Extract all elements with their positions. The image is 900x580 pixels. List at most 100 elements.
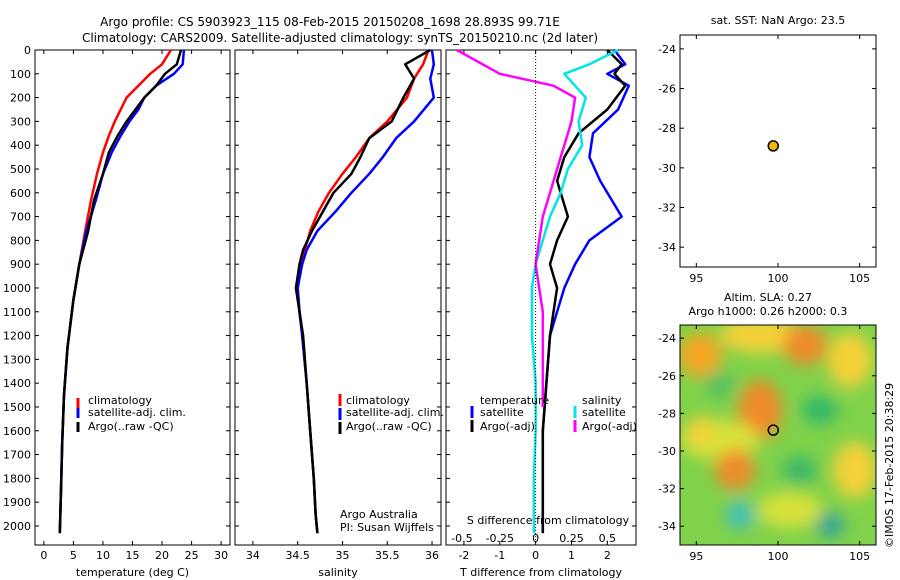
difference-x2-label: S difference from climatology <box>467 514 630 527</box>
sla-map-title2: Argo h1000: 0.26 h2000: 0.3 <box>689 305 848 318</box>
y-tick-label: 1600 <box>3 425 31 438</box>
y-tick-label: 800 <box>10 234 31 247</box>
y-tick-label: 900 <box>10 258 31 271</box>
temperature-panel: 0 5 10 15 20 25 300100200300400500600700800900… <box>3 44 231 579</box>
y-tick-label: 1400 <box>3 377 31 390</box>
x-tick-label: 15 <box>126 549 140 562</box>
series-line-satellite-adj--clim- <box>296 49 436 534</box>
legend-title-salinity: salinity <box>582 394 622 407</box>
header-line1: Argo profile: CS 5903923_115 08-Feb-2015… <box>100 15 560 29</box>
y-tick-label: 600 <box>10 187 31 200</box>
x-tick-label: 100 <box>768 550 789 563</box>
legend-label-s-satellite: satellite <box>582 406 626 419</box>
y-tick-label: -34 <box>658 241 676 254</box>
y-tick-label: -24 <box>658 332 676 345</box>
y-tick-label: 200 <box>10 92 31 105</box>
legend-label-s-argo: Argo(-adj) <box>582 420 637 433</box>
y-tick-label: -30 <box>658 162 676 175</box>
x-tick-label: 35 <box>335 549 349 562</box>
y-tick-label: 1500 <box>3 401 31 414</box>
y-tick-label: -32 <box>658 483 676 496</box>
series-line-argo--adj- <box>456 48 577 407</box>
y-tick-label: 2000 <box>3 520 31 533</box>
series-line-argo---raw--qc- <box>294 48 431 534</box>
x2-tick-label: -0.25 <box>486 532 514 545</box>
y-tick-label: 1000 <box>3 282 31 295</box>
sst-map-panel: 95 100 105 -24 -26 -28 -30 -32 -34 <box>658 34 877 285</box>
y-tick-label: 700 <box>10 211 31 224</box>
legend-label-t-argo: Argo(-adj) <box>480 420 535 433</box>
x-tick-label: 100 <box>768 272 789 285</box>
y-tick-label: -34 <box>658 520 676 533</box>
x-tick-label: 105 <box>849 550 870 563</box>
sla-map-title1: Altim. SLA: 0.27 <box>724 291 812 304</box>
plot-frame <box>234 49 442 546</box>
x-tick-label: 35.5 <box>375 549 400 562</box>
x-tick-label: 5 <box>70 549 77 562</box>
y-tick-label: 300 <box>10 115 31 128</box>
y-tick-label: -28 <box>658 122 676 135</box>
y-tick-label: -26 <box>658 370 676 383</box>
x-tick-label: 34 <box>246 549 260 562</box>
x-tick-label: 10 <box>96 549 110 562</box>
y-tick-label: 0 <box>24 44 31 57</box>
y-tick-label: -24 <box>658 43 676 56</box>
difference-panel: -2 -1 0 1 2 T difference from climatology -0.5… <box>445 48 637 579</box>
x2-tick-label: 0.5 <box>599 532 617 545</box>
series-line-argo--adj- <box>541 49 627 534</box>
y-tick-label: 1700 <box>3 449 31 462</box>
x-tick-label: 34.5 <box>285 549 310 562</box>
x-tick-label: 105 <box>849 272 870 285</box>
y-tick-label: 500 <box>10 163 31 176</box>
y-tick-label: 1300 <box>3 353 31 366</box>
salinity-legend: climatology satellite-adj. clim. Argo(..… <box>338 394 444 434</box>
x-tick-label: 30 <box>214 549 228 562</box>
x-tick-label: 36 <box>425 549 439 562</box>
y-tick-label: 1200 <box>3 330 31 343</box>
sst-map-title: sat. SST: NaN Argo: 23.5 <box>711 14 845 27</box>
sla-heatmap <box>680 325 876 545</box>
x-tick-label: -2 <box>458 549 469 562</box>
difference-legend: temperature satellite Argo(-adj) salinit… <box>470 394 637 433</box>
x-axis-label: salinity <box>318 566 358 579</box>
x-axis-label: temperature (deg C) <box>76 566 189 579</box>
series-line-satellite <box>530 48 619 534</box>
x-tick-label: 0 <box>40 549 47 562</box>
plot-frame <box>445 49 637 546</box>
y-tick-label: -26 <box>658 83 676 96</box>
x-tick-label: 95 <box>689 272 703 285</box>
float-position-marker <box>767 140 780 152</box>
x-tick-label: 2 <box>604 549 611 562</box>
salinity-panel: 34 34.5 35 35.5 36 salinity <box>234 48 442 579</box>
legend-label-satellite: satellite-adj. clim. <box>346 406 444 419</box>
x-tick-label: 20 <box>155 549 169 562</box>
legend-label-argo: Argo(..raw -QC) <box>88 420 174 433</box>
x-tick-label: 0 <box>532 549 539 562</box>
legend-label-satellite: satellite-adj. clim. <box>88 406 186 419</box>
sla-map-panel: 95 100 105 -24 -26 -28 -30 -32 -34 <box>658 324 877 563</box>
series-line-climatology <box>296 49 430 534</box>
temperature-legend: climatology satellite-adj. clim. Argo(..… <box>76 394 186 433</box>
legend-title-temperature: temperature <box>480 394 549 407</box>
legend-label-argo: Argo(..raw -QC) <box>346 420 432 433</box>
y-tick-label: 1800 <box>3 472 31 485</box>
map-frame <box>679 34 877 268</box>
y-tick-label: 100 <box>10 68 31 81</box>
annotation-argo-australia: Argo Australia <box>340 508 418 521</box>
y-tick-label: 400 <box>10 139 31 152</box>
x2-tick-label: 0 <box>532 532 539 545</box>
annotation-pi: PI: Susan Wijffels <box>340 521 434 534</box>
x2-tick-label: -0.5 <box>451 532 472 545</box>
x2-tick-label: 0.25 <box>559 532 584 545</box>
legend-label-climatology: climatology <box>88 394 152 407</box>
series-line-argo---raw--qc- <box>58 49 183 534</box>
header-line2: Climatology: CARS2009. Satellite-adjuste… <box>82 31 598 45</box>
series-line-satellite-adj--clim- <box>58 49 186 534</box>
y-tick-label: -28 <box>658 407 676 420</box>
series-line-climatology <box>58 49 172 534</box>
y-tick-label: -30 <box>658 445 676 458</box>
credit-text: ©IMOS 17-Feb-2015 20:38:29 <box>883 383 896 548</box>
y-tick-label: 1900 <box>3 496 31 509</box>
plot-frame <box>34 49 231 546</box>
